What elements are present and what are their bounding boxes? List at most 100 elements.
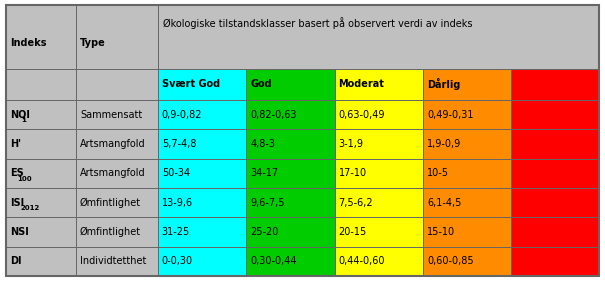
Text: ISI: ISI	[10, 198, 24, 208]
Bar	[423, 217, 511, 247]
Bar	[6, 100, 76, 129]
Text: Ømfintlighet: Ømfintlighet	[80, 227, 141, 237]
Text: Ømfintlighet: Ømfintlighet	[80, 198, 141, 208]
Text: 0,60-0,85: 0,60-0,85	[427, 256, 474, 266]
Text: 0,44-0,60: 0,44-0,60	[339, 256, 385, 266]
Text: 0,9-0,82: 0,9-0,82	[162, 110, 202, 119]
Text: Svært Dårlig: Svært Dårlig	[515, 78, 585, 90]
Text: 4,5-0: 4,5-0	[515, 198, 540, 208]
Bar	[246, 129, 335, 158]
Bar	[158, 100, 246, 129]
Text: Indeks: Indeks	[10, 38, 47, 48]
Text: DI: DI	[10, 256, 22, 266]
Bar	[246, 69, 335, 100]
Bar	[6, 247, 76, 276]
Bar	[246, 158, 335, 188]
Bar	[335, 100, 423, 129]
Bar	[511, 158, 599, 188]
Bar	[246, 188, 335, 217]
Bar	[158, 158, 246, 188]
Bar	[158, 247, 246, 276]
Bar	[246, 217, 335, 247]
Text: 1,9-0,9: 1,9-0,9	[427, 139, 461, 149]
Text: 0,85-2,05: 0,85-2,05	[515, 256, 562, 266]
Text: 0,82-0,63: 0,82-0,63	[250, 110, 297, 119]
Bar	[335, 69, 423, 100]
Text: 0,63-0,49: 0,63-0,49	[339, 110, 385, 119]
Text: 20-15: 20-15	[339, 227, 367, 237]
Text: 3-1,9: 3-1,9	[339, 139, 364, 149]
Bar	[511, 129, 599, 158]
Text: 13-9,6: 13-9,6	[162, 198, 193, 208]
Text: 0,49-0,31: 0,49-0,31	[427, 110, 473, 119]
Bar	[423, 100, 511, 129]
Bar	[335, 158, 423, 188]
Bar	[76, 69, 158, 100]
Bar	[158, 188, 246, 217]
Bar	[6, 69, 76, 100]
Bar	[6, 217, 76, 247]
Text: 0,30-0,44: 0,30-0,44	[250, 256, 296, 266]
Bar	[511, 188, 599, 217]
Text: Svært God: Svært God	[162, 79, 220, 89]
Bar	[76, 5, 158, 69]
Bar	[158, 129, 246, 158]
Text: Artsmangfold: Artsmangfold	[80, 168, 146, 178]
Bar	[6, 5, 76, 69]
Text: Individtetthet: Individtetthet	[80, 256, 146, 266]
Bar	[76, 188, 158, 217]
Bar	[423, 188, 511, 217]
Text: 0,31-0: 0,31-0	[515, 110, 546, 119]
Text: 4,8-3: 4,8-3	[250, 139, 275, 149]
Bar	[423, 69, 511, 100]
Text: NQI: NQI	[10, 110, 30, 119]
Text: 100: 100	[18, 176, 32, 182]
Text: 17-10: 17-10	[339, 168, 367, 178]
Text: 0,9-0: 0,9-0	[515, 139, 540, 149]
Bar	[511, 217, 599, 247]
Text: Dårlig: Dårlig	[427, 78, 460, 90]
Bar	[511, 247, 599, 276]
Text: 50-34: 50-34	[162, 168, 190, 178]
Text: 9,6-7,5: 9,6-7,5	[250, 198, 285, 208]
Text: 6,1-4,5: 6,1-4,5	[427, 198, 461, 208]
Text: Type: Type	[80, 38, 106, 48]
Bar	[6, 129, 76, 158]
Bar	[423, 158, 511, 188]
Text: God: God	[250, 79, 272, 89]
Text: 10-0: 10-0	[515, 227, 537, 237]
Bar	[158, 5, 599, 69]
Bar	[158, 69, 246, 100]
Bar	[335, 247, 423, 276]
Bar	[76, 100, 158, 129]
Text: Artsmangfold: Artsmangfold	[80, 139, 146, 149]
Text: 25-20: 25-20	[250, 227, 278, 237]
Text: 1: 1	[21, 117, 26, 123]
Bar	[76, 217, 158, 247]
Bar	[158, 217, 246, 247]
Bar	[511, 69, 599, 100]
Text: H': H'	[10, 139, 21, 149]
Text: 5,7-4,8: 5,7-4,8	[162, 139, 196, 149]
Bar	[76, 247, 158, 276]
Bar	[335, 129, 423, 158]
Bar	[6, 188, 76, 217]
Bar	[76, 158, 158, 188]
Text: Moderat: Moderat	[339, 79, 384, 89]
Bar	[246, 100, 335, 129]
Bar	[6, 158, 76, 188]
Bar	[246, 247, 335, 276]
Bar	[76, 129, 158, 158]
Bar	[335, 217, 423, 247]
Text: 2012: 2012	[21, 205, 40, 211]
Bar	[423, 247, 511, 276]
Text: Økologiske tilstandsklasser basert på observert verdi av indeks: Økologiske tilstandsklasser basert på ob…	[163, 17, 473, 29]
Text: Sammensatt: Sammensatt	[80, 110, 142, 119]
Bar	[423, 129, 511, 158]
Text: 31-25: 31-25	[162, 227, 190, 237]
Bar	[335, 188, 423, 217]
Text: 7,5-6,2: 7,5-6,2	[339, 198, 373, 208]
Text: 34-17: 34-17	[250, 168, 278, 178]
Text: 10-5: 10-5	[427, 168, 449, 178]
Text: 5-0: 5-0	[515, 168, 531, 178]
